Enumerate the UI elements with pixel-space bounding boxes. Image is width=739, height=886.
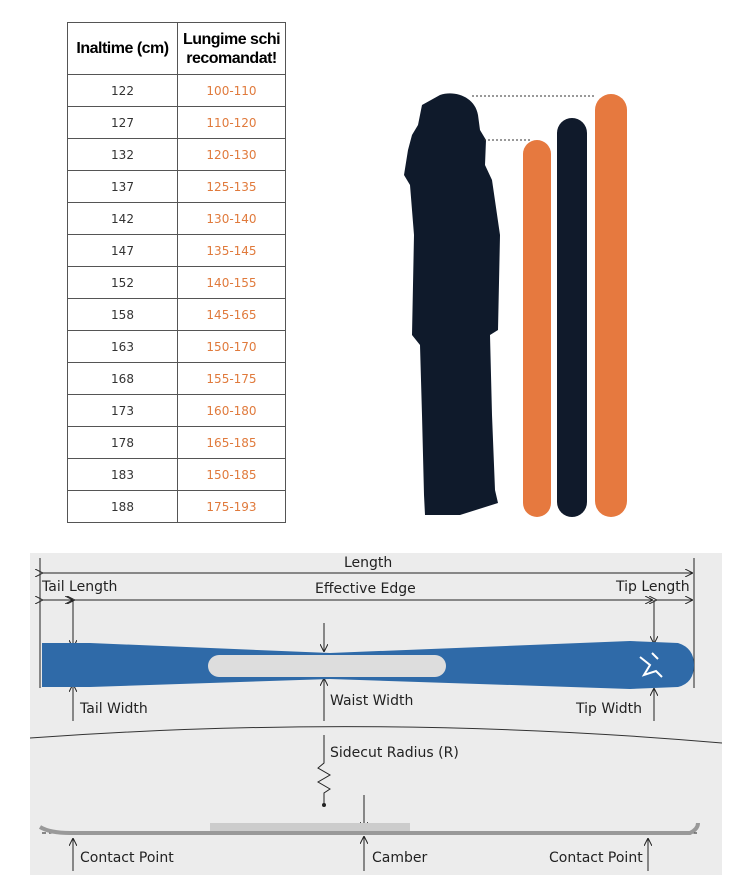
height-cell: 147 — [67, 234, 178, 267]
ski-length-cell: 165-185 — [177, 426, 286, 459]
height-cell: 188 — [67, 490, 178, 523]
height-cell: 178 — [67, 426, 178, 459]
height-cell: 173 — [67, 394, 178, 427]
table-row: 152 140-155 — [67, 266, 286, 299]
table-row: 132 120-130 — [67, 138, 286, 171]
ski-size-table: Inaltime (cm) Lungime schi recomandat! 1… — [67, 22, 286, 523]
ski-length-cell: 130-140 — [177, 202, 286, 235]
length-label: Length — [344, 555, 393, 571]
height-cell: 168 — [67, 362, 178, 395]
ski-long — [595, 94, 627, 517]
height-cell: 127 — [67, 106, 178, 139]
ski-length-cell: 160-180 — [177, 394, 286, 427]
table-row: 147 135-145 — [67, 234, 286, 267]
height-cell: 142 — [67, 202, 178, 235]
ski-length-cell: 140-155 — [177, 266, 286, 299]
contact-point-left-label: Contact Point — [80, 850, 174, 866]
table-row: 163 150-170 — [67, 330, 286, 363]
ski-length-cell: 155-175 — [177, 362, 286, 395]
ski-length-cell: 100-110 — [177, 74, 286, 107]
tail-length-label: Tail Length — [42, 579, 118, 595]
table-row: 168 155-175 — [67, 362, 286, 395]
tail-width-label: Tail Width — [80, 701, 148, 717]
header-height: Inaltime (cm) — [67, 22, 178, 75]
waist-width-label: Waist Width — [330, 693, 414, 709]
ski-medium — [557, 118, 587, 517]
effective-edge-label: Effective Edge — [315, 581, 416, 597]
table-row: 183 150-185 — [67, 458, 286, 491]
height-cell: 183 — [67, 458, 178, 491]
height-cell: 163 — [67, 330, 178, 363]
person-silhouette — [404, 93, 500, 515]
height-cell: 122 — [67, 74, 178, 107]
ski-length-cell: 175-193 — [177, 490, 286, 523]
ski-length-cell: 150-170 — [177, 330, 286, 363]
ski-length-cell: 145-165 — [177, 298, 286, 331]
table-row: 142 130-140 — [67, 202, 286, 235]
camber-label: Camber — [372, 850, 428, 866]
table-row: 127 110-120 — [67, 106, 286, 139]
table-row: 173 160-180 — [67, 394, 286, 427]
ski-side-view — [38, 822, 700, 835]
header-ski-length: Lungime schi recomandat! — [177, 22, 286, 75]
height-cell: 158 — [67, 298, 178, 331]
table-row: 188 175-193 — [67, 490, 286, 523]
ski-length-cell: 110-120 — [177, 106, 286, 139]
contact-point-right-label: Contact Point — [549, 850, 643, 866]
tip-width-label: Tip Width — [576, 701, 643, 717]
ski-anatomy-diagram: Length Tail Length Effective Edge Tip Le… — [30, 553, 722, 875]
height-comparison-figure — [404, 93, 627, 517]
ski-length-cell: 150-185 — [177, 458, 286, 491]
ski-length-cell: 120-130 — [177, 138, 286, 171]
height-cell: 137 — [67, 170, 178, 203]
ski-length-cell: 135-145 — [177, 234, 286, 267]
table-row: 158 145-165 — [67, 298, 286, 331]
height-cell: 132 — [67, 138, 178, 171]
ski-short — [523, 140, 551, 517]
sidecut-radius-label: Sidecut Radius (R) — [330, 745, 459, 761]
tip-length-label: Tip Length — [616, 579, 690, 595]
table-row: 178 165-185 — [67, 426, 286, 459]
height-cell: 152 — [67, 266, 178, 299]
ski-length-cell: 125-135 — [177, 170, 286, 203]
table-row: 137 125-135 — [67, 170, 286, 203]
table-row: 122 100-110 — [67, 74, 286, 107]
